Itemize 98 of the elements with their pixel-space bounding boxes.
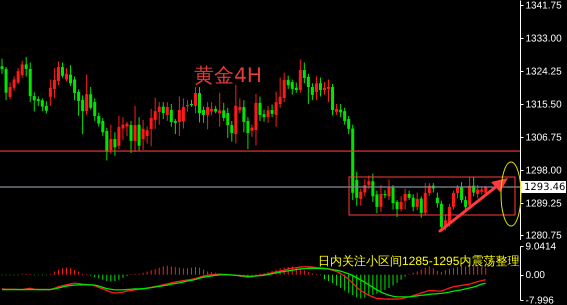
y-tick-label: 1289.25 [526,198,562,210]
candlestick [194,86,198,114]
candlestick [32,92,36,112]
candlestick [109,124,112,154]
y-tick-label: -7.996 [526,296,554,305]
candlestick [404,188,407,210]
candlestick [36,96,40,106]
candlestick [48,79,52,106]
candlestick [4,66,8,101]
candlestick [424,182,427,216]
candlestick [142,119,145,150]
candlestick [117,116,120,150]
candlestick [306,73,310,104]
candlestick [392,184,395,210]
candlestick [218,92,222,128]
candlestick [170,103,173,128]
candlestick [400,196,403,212]
candlestick [8,82,12,100]
candlestick [230,120,234,142]
candlestick [468,176,472,208]
candlestick [456,184,460,199]
candlestick [258,96,262,122]
y-tick-label: 1280.75 [526,230,562,242]
candlestick [40,98,44,112]
y-tick-label: 9.0414 [526,242,557,252]
y-tick-label: 1324.25 [526,66,562,78]
candlestick [206,102,210,130]
candlestick [222,102,226,122]
candlestick [318,77,322,97]
y-tick-label: 1333.00 [526,34,562,45]
candlestick [16,68,20,85]
candlestick [440,200,443,231]
candlestick [464,196,468,212]
candlestick [416,192,419,211]
candlestick [138,116,141,152]
y-tick-label: 0.00 [526,270,546,282]
candlestick [452,190,455,210]
candlestick [242,100,246,133]
candlestick [182,98,185,129]
candlestick [314,76,318,101]
y-tick-label: 1341.75 [526,0,562,12]
candlestick [166,102,169,122]
candlestick [56,60,60,86]
ref-line-label: 1293.46 [524,182,566,194]
candlestick [436,192,439,208]
candlestick [0,58,4,74]
candlestick [146,126,149,144]
y-tick-label: 1306.75 [526,132,562,144]
candlestick [52,68,56,99]
candlestick [339,103,342,118]
candlestick [226,107,230,138]
candlestick [210,102,214,116]
candlestick [359,188,362,206]
y-tick-label: 1298.00 [526,165,562,176]
candlestick [343,107,346,126]
candlestick [387,178,390,201]
candlestick [302,62,306,84]
candlestick [150,108,153,147]
candlestick [85,74,88,116]
candlestick [286,75,290,90]
candlestick [113,132,116,156]
candlestick [266,105,270,124]
candlestick [130,120,133,154]
candlestick [60,62,64,78]
candlestick [335,103,338,116]
candlestick [65,68,68,82]
candlestick [93,98,96,122]
candlestick [420,196,423,218]
candlestick [162,102,165,120]
candlestick [274,91,278,128]
candlestick [327,79,330,103]
candlestick [198,86,202,123]
candlestick [460,181,464,204]
candlestick [154,97,157,130]
candlestick [379,184,382,213]
annotation: 日内关注小区间1285-1295内震荡整理 [318,254,520,268]
candlestick [20,60,24,78]
candlestick [134,105,137,152]
candlestick [24,56,28,77]
candlestick [81,94,84,135]
candlestick [270,104,274,118]
candlestick [73,76,76,101]
candlestick [290,79,294,96]
y-tick-label: 1315.50 [526,99,562,110]
candlestick [44,100,48,114]
candlestick [476,184,480,199]
candlestick [158,102,161,126]
candlestick [282,72,286,103]
text: 黄金4H [194,63,262,87]
candlestick [125,121,128,137]
candlestick [298,59,302,94]
candlestick [408,190,411,201]
candlestick [428,182,431,197]
candlestick [178,96,181,137]
candlestick [310,82,314,101]
candlestick [331,84,334,116]
candlestick [412,194,415,212]
candlestick [367,175,370,190]
